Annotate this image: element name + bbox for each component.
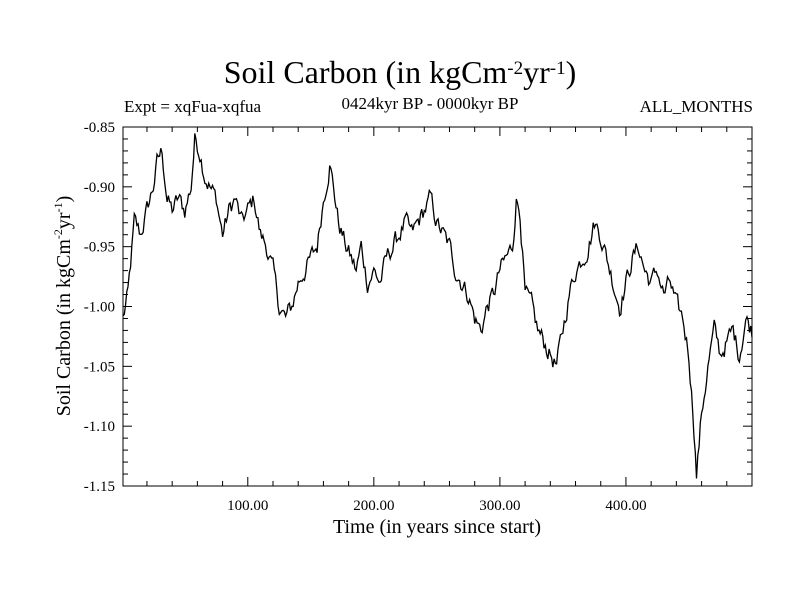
y-tick-label: -1.00	[84, 300, 115, 316]
y-tick-label: -1.05	[84, 359, 115, 375]
y-tick-label: -0.85	[84, 120, 115, 136]
x-tick-label: 200.00	[353, 498, 394, 514]
chart-title: Soil Carbon (in kgCm-2yr-1)	[223, 54, 577, 90]
experiment-label: Expt = xqFua-xqfua	[124, 97, 262, 116]
x-axis-label: Time (in years since start)	[333, 516, 541, 538]
y-axis-label: Soil Carbon (in kgCm-2yr-1)	[51, 196, 75, 417]
plot-frame	[122, 126, 753, 487]
y-tick-label: -0.95	[84, 240, 115, 256]
x-tick-label: 400.00	[605, 498, 646, 514]
x-axis-ticks: 100.00 200.00 300.00 400.00	[146, 127, 728, 514]
y-tick-label: -1.10	[84, 419, 115, 435]
y-axis-ticks: -0.85 -0.90 -0.95 -1.00 -1.05 -1.10 -1.15	[84, 120, 752, 495]
period-label: 0424kyr BP - 0000kyr BP	[341, 94, 519, 113]
y-tick-label: -1.15	[84, 479, 115, 495]
x-tick-label: 300.00	[479, 498, 520, 514]
x-tick-label: 100.00	[227, 498, 268, 514]
months-label: ALL_MONTHS	[639, 97, 753, 116]
series-line-xqFua-xqfua	[122, 133, 753, 479]
y-tick-label: -0.90	[84, 180, 115, 196]
